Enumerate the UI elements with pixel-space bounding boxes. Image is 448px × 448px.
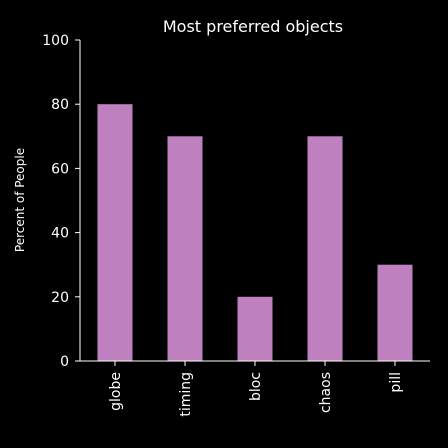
y-tick-label: 100 (42, 33, 69, 49)
x-tick-label-bloc: bloc (248, 372, 264, 401)
chart-title: Most preferred objects (163, 17, 343, 36)
y-tick-label: 40 (51, 226, 69, 242)
y-axis-label: Percent of People (13, 148, 27, 252)
bars-layer (97, 104, 413, 361)
x-tick-label-timing: timing (178, 372, 194, 417)
y-tick-label: 80 (51, 97, 69, 113)
y-axis-ticks: 0 20 40 60 80 100 (42, 33, 80, 370)
bar-pill (377, 264, 413, 361)
bar-globe (97, 104, 133, 361)
y-tick-label: 0 (60, 354, 69, 370)
y-tick-label: 60 (51, 161, 69, 177)
y-tick-label: 20 (51, 290, 69, 306)
bar-bloc (237, 296, 273, 361)
bar-timing (167, 136, 203, 361)
x-tick-label-chaos: chaos (318, 372, 334, 413)
x-tick-label-globe: globe (108, 372, 124, 411)
x-tick-label-pill: pill (388, 372, 404, 393)
bar-chaos (307, 136, 343, 361)
x-axis-ticks: globe timing bloc chaos pill (108, 361, 404, 417)
